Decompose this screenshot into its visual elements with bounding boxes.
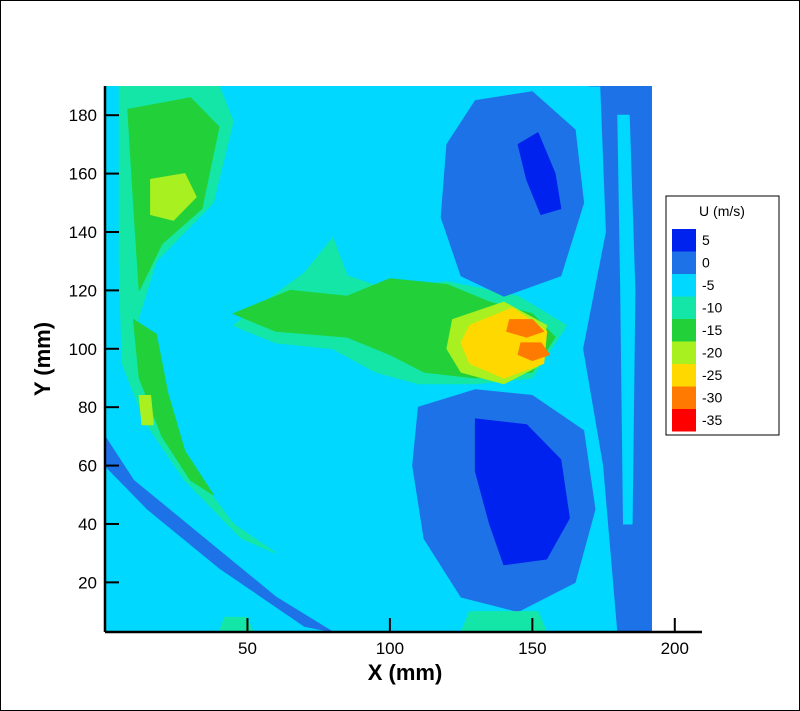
legend-label: -20 — [702, 345, 722, 361]
y-tick-label: 100 — [69, 340, 97, 359]
contour-region-lower-vortex-core — [474, 418, 570, 566]
contour-region-upper-vortex — [440, 91, 585, 297]
legend-swatch — [672, 251, 696, 274]
contour-region-upper-vortex-core — [517, 132, 562, 215]
legend: U (m/s) 5 0 -5 -10 -15 -20 -25 -30 -35 — [665, 195, 780, 436]
y-tick-label: 80 — [78, 398, 97, 417]
legend-label: 5 — [702, 232, 710, 248]
x-ticks: 50 100 150 200 — [238, 618, 689, 658]
legend-swatches: 5 0 -5 -10 -15 -20 -25 -30 -35 — [672, 229, 722, 432]
y-tick-label: 120 — [69, 281, 97, 300]
legend-label: -10 — [702, 300, 722, 316]
x-tick-label: 200 — [661, 639, 689, 658]
legend-label: -15 — [702, 322, 722, 338]
legend-swatch — [672, 319, 696, 342]
legend-label: 0 — [702, 255, 710, 271]
legend-label: -35 — [702, 412, 722, 428]
x-tick-label: 100 — [376, 639, 404, 658]
x-axis-title: X (mm) — [368, 660, 443, 685]
y-tick-label: 60 — [78, 457, 97, 476]
contour-region-left-band-peak — [138, 395, 154, 426]
y-tick-label: 180 — [69, 106, 97, 125]
x-tick-label: 150 — [518, 639, 546, 658]
y-tick-label: 40 — [78, 515, 97, 534]
y-axis-title: Y (mm) — [30, 322, 55, 396]
legend-title: U (m/s) — [699, 203, 745, 219]
contour-region-bottom-left-patch — [218, 616, 254, 632]
axes: 50 100 150 200 20 40 60 80 100 120 140 160 180 X (m… — [30, 86, 702, 685]
legend-label: -30 — [702, 390, 722, 406]
x-tick-label: 50 — [238, 639, 257, 658]
legend-label: -25 — [702, 367, 722, 383]
y-ticks: 20 40 60 80 100 120 140 160 180 — [69, 106, 119, 592]
legend-label: -5 — [702, 277, 715, 293]
contour-region-right-edge-band — [583, 86, 652, 632]
contour-region-right-edge-inner — [617, 114, 636, 525]
contour-regions — [105, 86, 652, 632]
legend-swatch — [672, 341, 696, 364]
legend-swatch — [672, 409, 696, 432]
y-tick-label: 160 — [69, 165, 97, 184]
legend-swatch — [672, 229, 696, 252]
contour-region-hot-spot-orange-a — [506, 319, 545, 338]
contour-region-bottom-green-patch — [460, 611, 548, 632]
legend-swatch — [672, 386, 696, 409]
y-tick-label: 140 — [69, 223, 97, 242]
legend-swatch — [672, 364, 696, 387]
legend-swatch — [672, 274, 696, 297]
contour-region-upper-left-peak — [150, 173, 197, 221]
contour-region-hot-spot-orange-b — [517, 342, 550, 361]
legend-swatch — [672, 296, 696, 319]
contour-region-lower-left-band — [105, 435, 334, 632]
y-tick-label: 20 — [78, 573, 97, 592]
